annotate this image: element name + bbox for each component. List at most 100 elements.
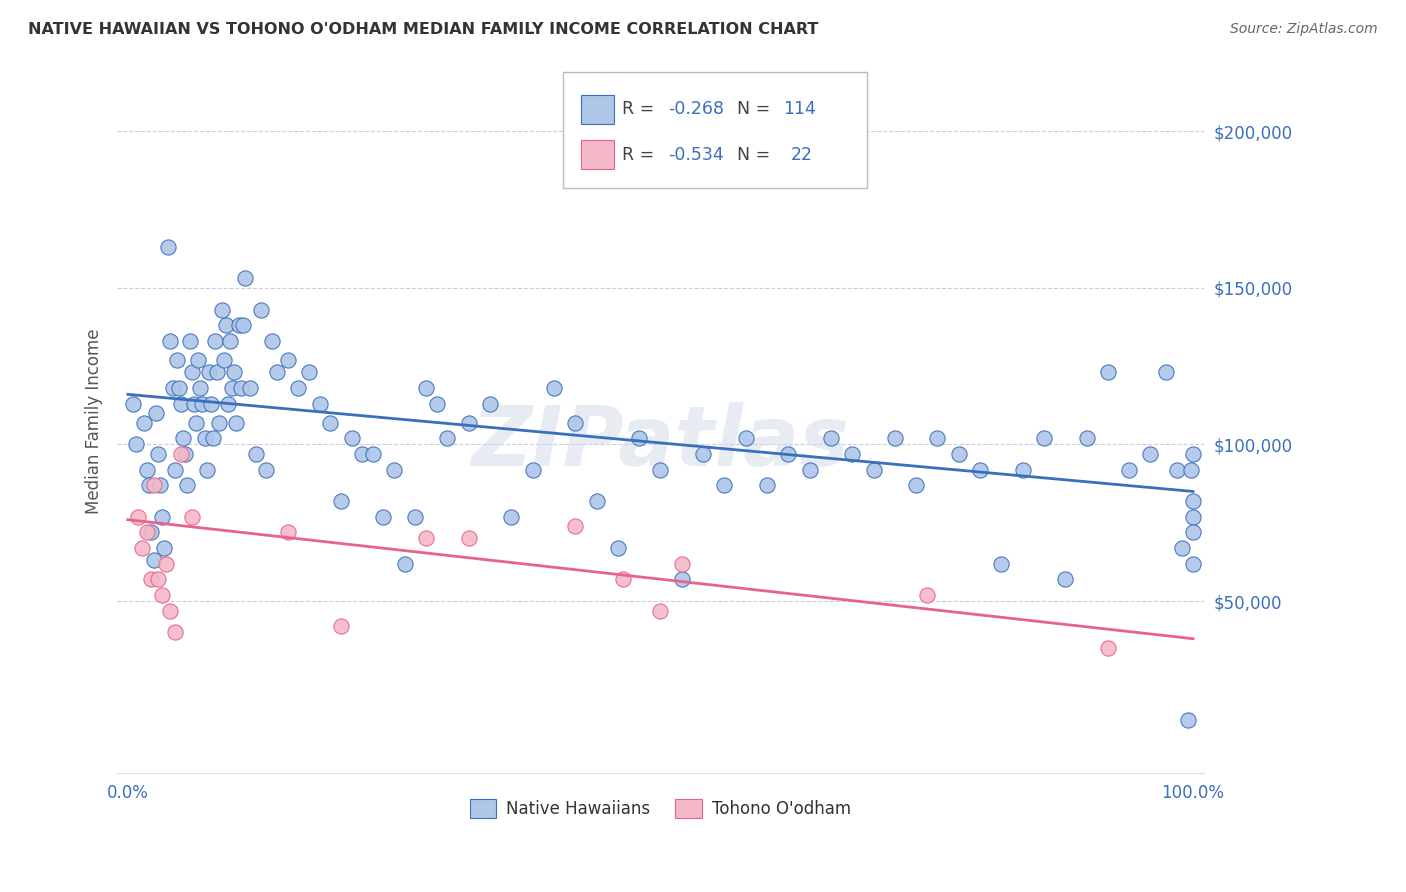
Point [159, 603, 181, 617]
Text: R =: R = [623, 145, 661, 163]
Point [927, 431, 949, 445]
Text: N =: N = [737, 145, 780, 163]
Point [159, 334, 181, 348]
Point [1032, 431, 1054, 445]
Point [193, 431, 215, 445]
Point [141, 525, 163, 540]
Point [340, 431, 363, 445]
Point [150, 588, 173, 602]
Point [143, 553, 166, 567]
Point [132, 416, 155, 430]
Point [799, 462, 821, 476]
Point [200, 397, 222, 411]
Point [319, 416, 342, 430]
Point [352, 447, 374, 461]
Point [138, 478, 160, 492]
Text: N =: N = [737, 101, 775, 119]
Point [585, 494, 607, 508]
Point [131, 541, 153, 555]
Point [180, 366, 202, 380]
Point [628, 431, 651, 445]
Point [543, 381, 565, 395]
Text: 114: 114 [783, 101, 815, 119]
Point [217, 397, 239, 411]
Point [232, 318, 254, 333]
Point [1097, 366, 1119, 380]
Point [501, 509, 523, 524]
Point [204, 334, 226, 348]
Point [176, 478, 198, 492]
Point [277, 525, 299, 540]
Point [183, 397, 205, 411]
Point [141, 572, 163, 586]
Point [1182, 509, 1205, 524]
Point [436, 431, 458, 445]
Point [404, 509, 426, 524]
Text: 22: 22 [790, 145, 813, 163]
Point [713, 478, 735, 492]
Text: Source: ZipAtlas.com: Source: ZipAtlas.com [1230, 22, 1378, 37]
Point [1011, 462, 1033, 476]
Point [287, 381, 309, 395]
Point [612, 572, 634, 586]
Point [905, 478, 928, 492]
Point [150, 509, 173, 524]
Point [1166, 462, 1188, 476]
Point [671, 572, 693, 586]
Point [157, 240, 180, 254]
Point [415, 381, 437, 395]
Point [212, 352, 235, 367]
Point [1182, 557, 1205, 571]
Point [184, 416, 207, 430]
Point [155, 557, 177, 571]
Point [146, 447, 169, 461]
Point [245, 447, 267, 461]
Point [174, 447, 197, 461]
Point [1139, 447, 1161, 461]
FancyBboxPatch shape [562, 72, 868, 188]
Point [650, 603, 672, 617]
Point [564, 416, 586, 430]
Point [122, 397, 145, 411]
Point [228, 318, 250, 333]
Point [522, 462, 544, 476]
Point [207, 366, 229, 380]
Point [756, 478, 779, 492]
Point [373, 509, 395, 524]
Point [188, 381, 211, 395]
Point [143, 478, 166, 492]
Point [1171, 541, 1194, 555]
Point [671, 557, 693, 571]
Point [1180, 462, 1202, 476]
Point [820, 431, 842, 445]
Point [225, 416, 247, 430]
Point [136, 525, 159, 540]
Point [915, 588, 938, 602]
Point [195, 462, 218, 476]
Point [180, 509, 202, 524]
Point [606, 541, 628, 555]
Point [254, 462, 277, 476]
Point [166, 352, 188, 367]
Point [191, 397, 214, 411]
Point [1182, 447, 1205, 461]
Point [1156, 366, 1178, 380]
Point [187, 352, 209, 367]
Text: NATIVE HAWAIIAN VS TOHONO O'ODHAM MEDIAN FAMILY INCOME CORRELATION CHART: NATIVE HAWAIIAN VS TOHONO O'ODHAM MEDIAN… [28, 22, 818, 37]
Point [277, 352, 299, 367]
Point [1076, 431, 1098, 445]
Point [382, 462, 405, 476]
Point [457, 532, 479, 546]
Point [202, 431, 225, 445]
Point [128, 509, 150, 524]
Text: R =: R = [623, 101, 661, 119]
Point [136, 462, 159, 476]
Point [221, 381, 243, 395]
Point [215, 318, 238, 333]
Point [179, 334, 201, 348]
Point [1118, 462, 1140, 476]
Text: -0.534: -0.534 [668, 145, 724, 163]
Point [250, 302, 273, 317]
Point [394, 557, 416, 571]
Point [208, 416, 231, 430]
